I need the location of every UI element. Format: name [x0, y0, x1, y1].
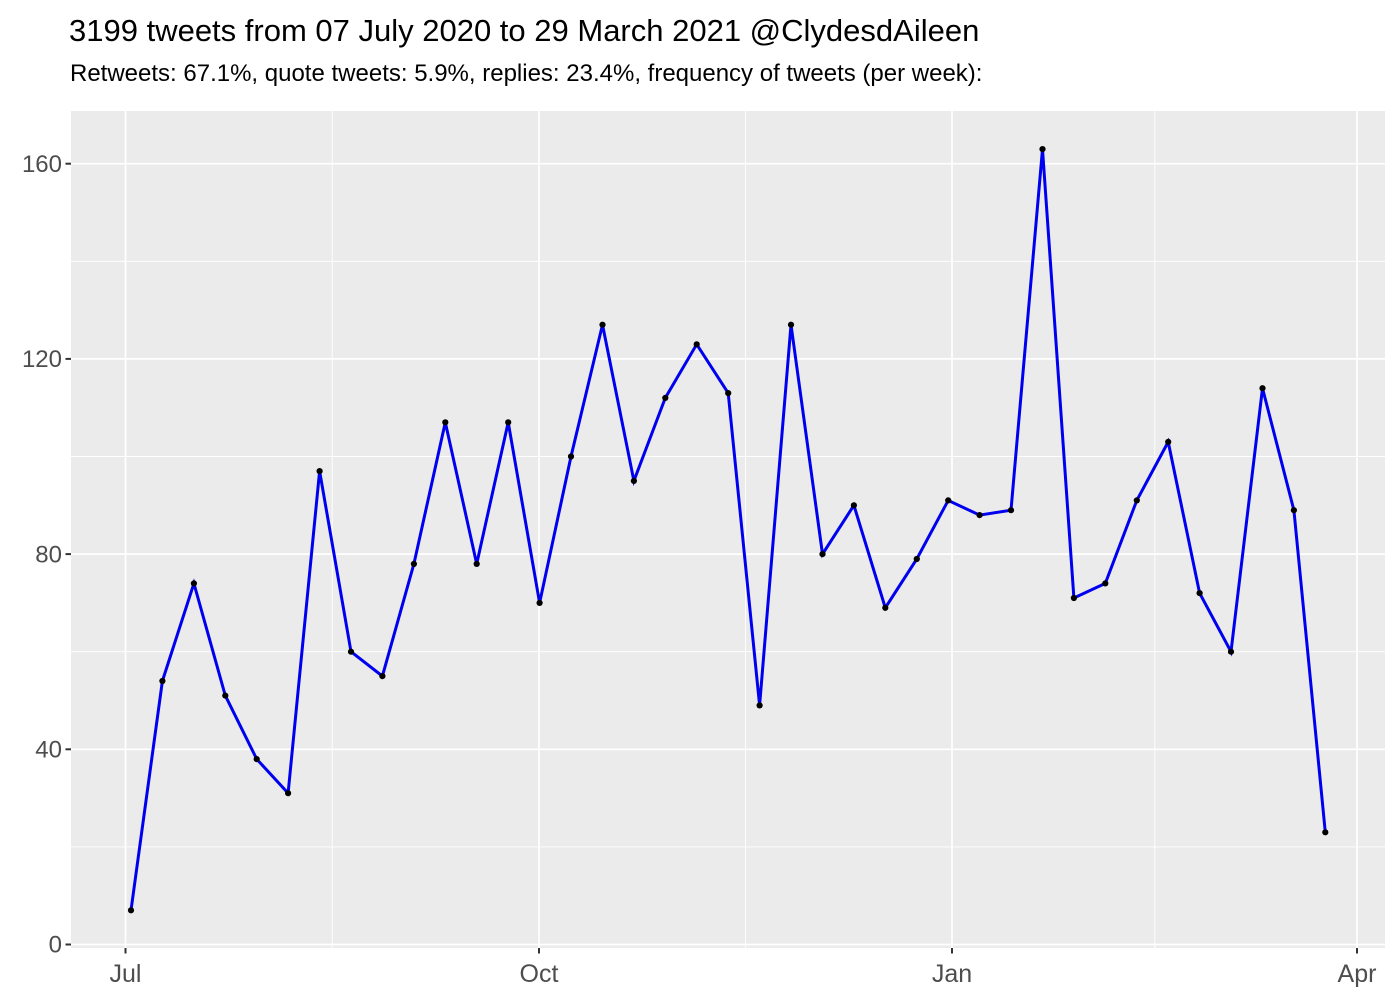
y-tick-label: 80 [35, 541, 62, 568]
data-point-week-2021-01-11 [976, 511, 983, 519]
plot-title: 3199 tweets from 07 July 2020 to 29 Marc… [69, 13, 980, 48]
data-point-week-2020-08-03 [253, 756, 260, 763]
y-tick-label: 0 [49, 932, 62, 959]
data-point-week-2020-07-06 [127, 907, 135, 914]
data-point-week-2020-09-28 [505, 419, 512, 426]
data-point-week-2020-08-24 [347, 648, 355, 655]
data-point-week-2020-11-30 [787, 321, 795, 328]
data-point-week-2021-01-18 [1007, 507, 1015, 514]
data-point-week-2021-03-08 [1227, 648, 1235, 655]
y-tick-label: 160 [22, 151, 62, 178]
data-point-week-2020-07-13 [159, 677, 166, 685]
data-point-week-2020-07-20 [190, 580, 197, 587]
data-point-week-2020-11-02 [662, 394, 669, 401]
panel-background [71, 111, 1385, 948]
data-point-week-2020-12-21 [882, 604, 889, 611]
data-point-week-2021-03-29 [1322, 829, 1329, 836]
data-point-week-2020-11-09 [693, 341, 700, 348]
data-point-week-2020-12-14 [850, 502, 858, 509]
data-point-week-2020-08-10 [285, 790, 292, 797]
data-point-week-2021-02-08 [1102, 580, 1109, 587]
data-point-week-2021-03-22 [1290, 507, 1297, 514]
data-point-week-2021-03-01 [1196, 590, 1203, 597]
data-point-week-2020-10-26 [630, 477, 638, 484]
data-point-week-2021-01-25 [1039, 146, 1046, 153]
data-point-week-2020-09-21 [473, 560, 480, 568]
x-tick-label: Apr [1338, 960, 1377, 988]
data-point-week-2020-07-27 [222, 692, 229, 699]
x-tick-label: Oct [520, 960, 559, 988]
data-point-week-2021-02-15 [1133, 497, 1140, 504]
data-point-week-2020-09-14 [442, 419, 449, 426]
y-tick-label: 40 [35, 736, 62, 763]
data-point-week-2021-01-04 [945, 497, 952, 504]
x-tick-label: Jan [932, 960, 972, 988]
y-tick-label: 120 [22, 346, 62, 373]
x-tick-label: Jul [110, 960, 142, 988]
data-point-week-2020-11-16 [725, 390, 732, 397]
data-point-week-2020-10-19 [599, 321, 606, 328]
data-point-week-2020-11-23 [756, 702, 763, 709]
data-point-week-2021-02-22 [1165, 438, 1172, 445]
data-point-week-2020-10-05 [536, 599, 543, 607]
plot-subtitle: Retweets: 67.1%, quote tweets: 5.9%, rep… [70, 60, 983, 87]
data-point-week-2021-02-01 [1070, 594, 1077, 602]
data-point-week-2020-09-07 [410, 560, 417, 568]
data-point-week-2020-10-12 [567, 453, 575, 460]
data-point-week-2020-12-28 [913, 555, 920, 563]
data-point-week-2020-08-31 [379, 673, 386, 680]
data-point-week-2020-12-07 [819, 551, 826, 558]
data-point-week-2020-08-17 [316, 468, 323, 475]
data-point-week-2021-03-15 [1259, 385, 1266, 392]
